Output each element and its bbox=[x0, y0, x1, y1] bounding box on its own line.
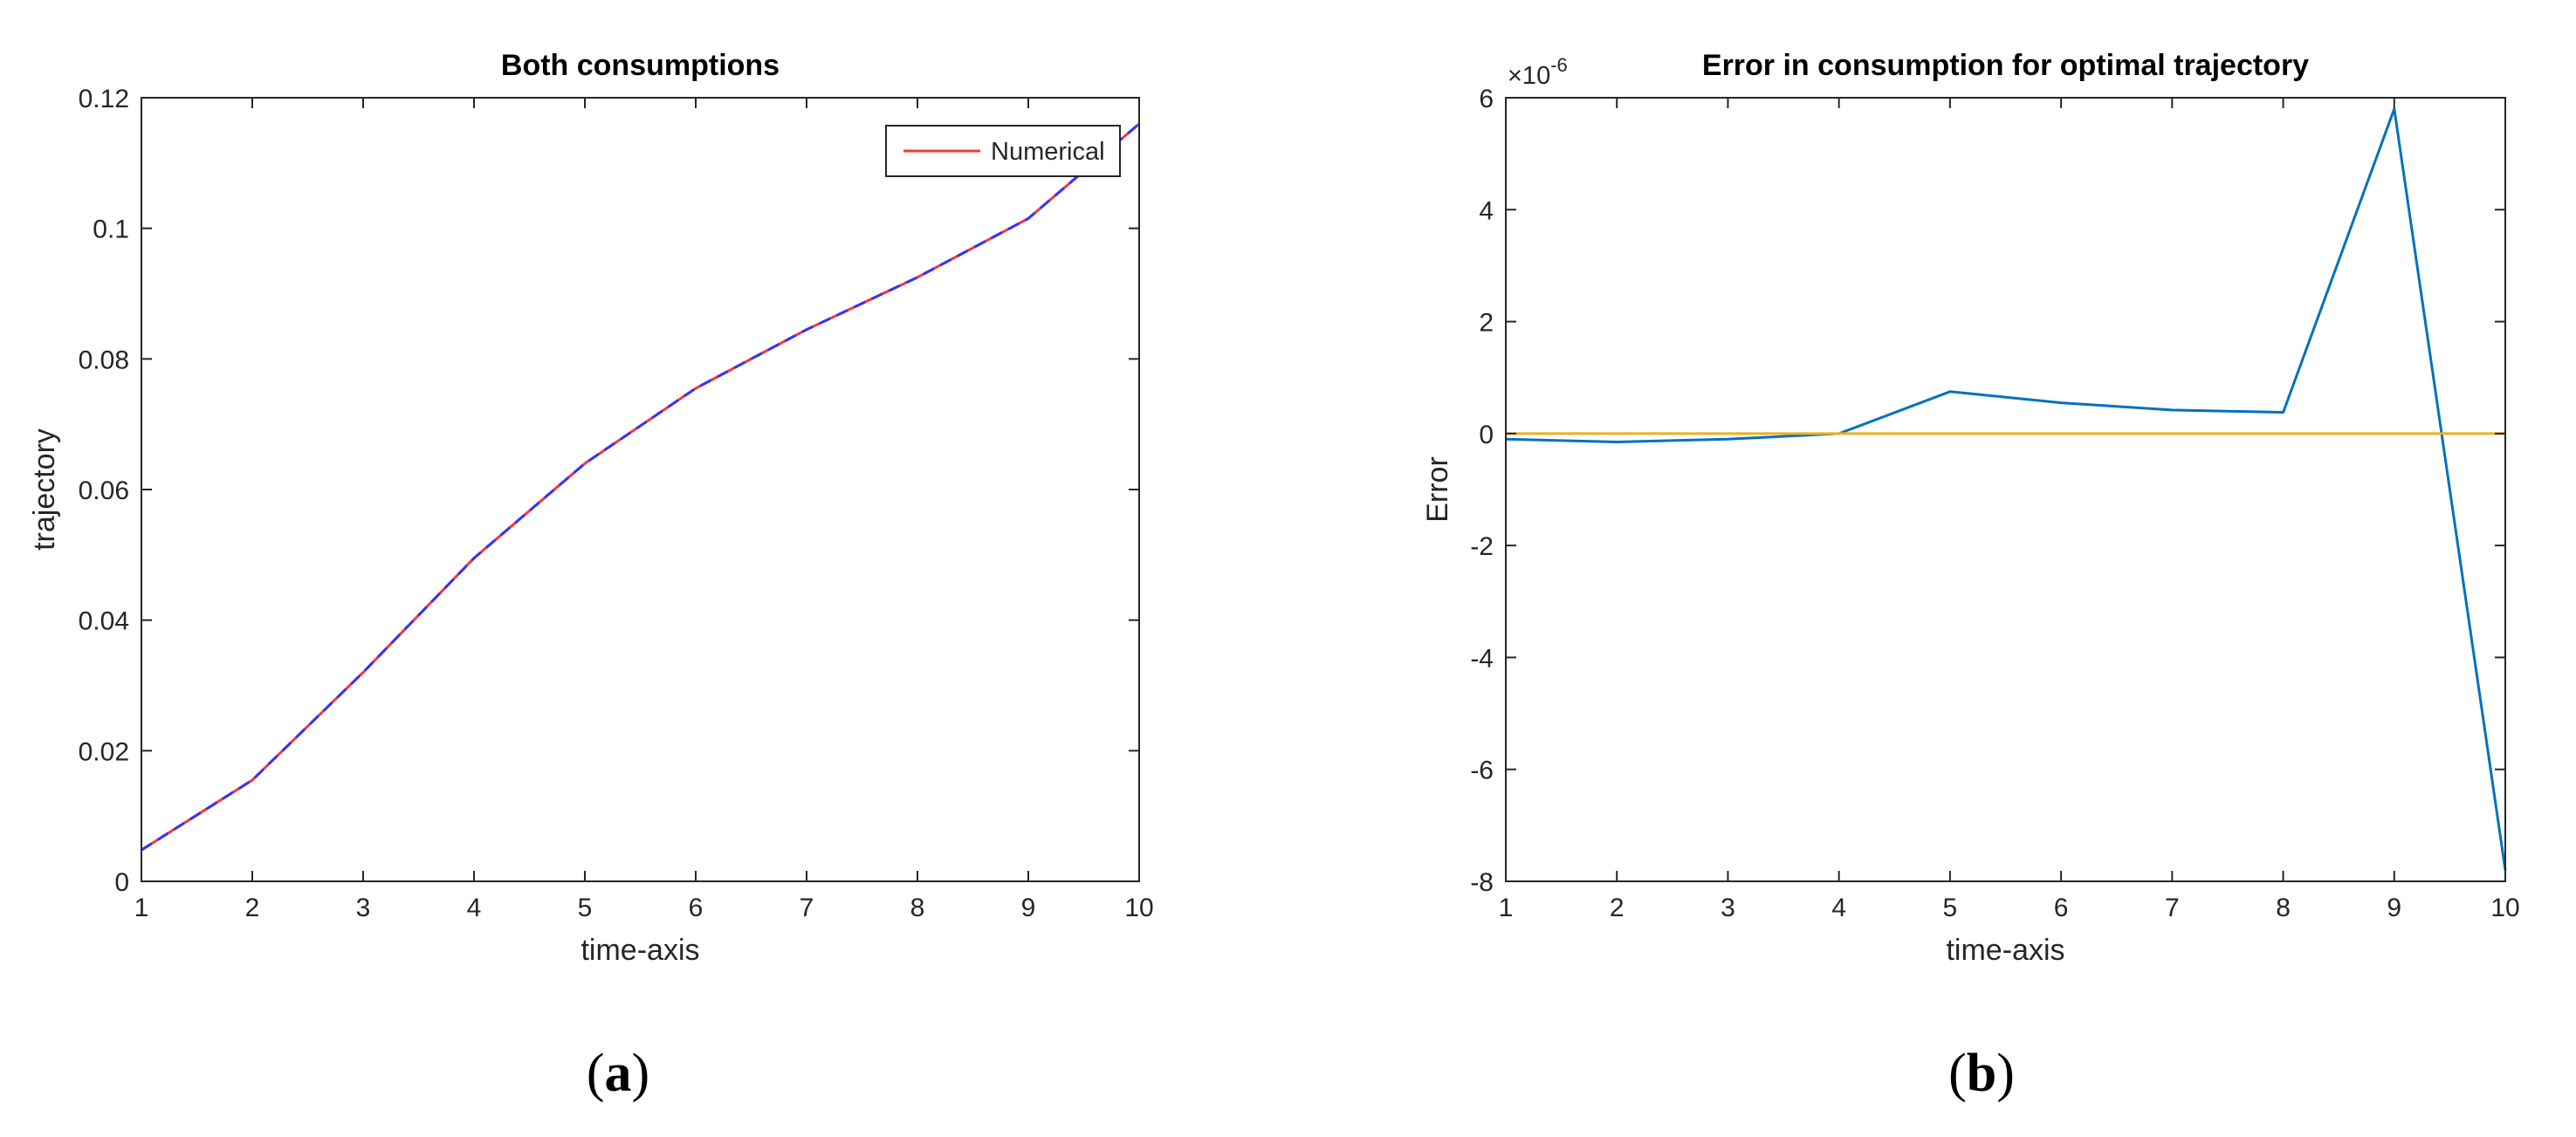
chart-a-series-line-1 bbox=[141, 122, 1140, 852]
chart-a-legend-label: Numerical bbox=[991, 138, 1105, 166]
y-tick-label: 4 bbox=[1479, 196, 1494, 225]
chart-a-y-axis-label: trajectory bbox=[28, 428, 61, 551]
chart-b-axes bbox=[1506, 98, 2505, 881]
y-tick-label: 0.06 bbox=[79, 476, 129, 505]
y-tick-label: -8 bbox=[1470, 868, 1494, 897]
y-tick-label: 6 bbox=[1479, 85, 1494, 113]
y-tick-label: -4 bbox=[1470, 644, 1494, 673]
x-tick-label: 9 bbox=[2387, 894, 2401, 922]
y-tick-label: 0.04 bbox=[79, 607, 129, 636]
chart-b-panel-letter: b bbox=[1967, 1044, 1996, 1103]
chart-a-lines bbox=[141, 122, 1140, 852]
x-tick-label: 5 bbox=[1943, 894, 1958, 922]
chart-b-y-axis-label: Error bbox=[1421, 456, 1454, 523]
x-tick-label: 8 bbox=[2276, 894, 2291, 922]
x-tick-label: 9 bbox=[1021, 894, 1036, 922]
chart-b-title: Error in consumption for optimal traject… bbox=[1702, 49, 2309, 82]
x-tick-label: 4 bbox=[1831, 894, 1846, 922]
chart-a: 1 2 3 4 5 6 7 8 9 10 0 0.02 0.04 0.06 0.08 0.1 0.12 Both… bbox=[28, 49, 1154, 1103]
x-tick-label: 10 bbox=[1124, 894, 1153, 922]
x-tick-label: 8 bbox=[910, 894, 925, 922]
y-tick-label: -6 bbox=[1470, 757, 1494, 785]
chart-a-panel-label: (a) bbox=[587, 1044, 649, 1103]
x-tick-label: 6 bbox=[2054, 894, 2069, 922]
y-tick-label: 0 bbox=[114, 868, 129, 897]
x-tick-label: 1 bbox=[1499, 894, 1514, 922]
y-tick-label: 2 bbox=[1479, 309, 1494, 338]
chart-a-panel-paren-close: ) bbox=[632, 1044, 650, 1103]
x-tick-label: 7 bbox=[2165, 894, 2180, 922]
x-tick-label: 2 bbox=[1610, 894, 1625, 922]
y-tick-label: 0 bbox=[1479, 421, 1494, 449]
x-tick-label: 1 bbox=[134, 894, 149, 922]
x-tick-label: 10 bbox=[2490, 894, 2519, 922]
chart-a-ticks: 1 2 3 4 5 6 7 8 9 10 0 0.02 0.04 0.06 0.08 0.1 0.12 bbox=[79, 85, 1154, 922]
chart-a-title: Both consumptions bbox=[501, 49, 780, 82]
chart-b-panel-label: (b) bbox=[1948, 1044, 2015, 1103]
chart-b-ticks: 1 2 3 4 5 6 7 8 9 10 -8 -6 -4 -2 0 2 4 6 bbox=[1470, 85, 2519, 922]
chart-b: 1 2 3 4 5 6 7 8 9 10 -8 -6 -4 -2 0 2 4 6 Error in consump… bbox=[1421, 49, 2520, 1103]
chart-b-lines bbox=[1505, 107, 2507, 871]
y-tick-label: 0.02 bbox=[79, 737, 129, 766]
chart-b-panel-paren-close: ) bbox=[1996, 1044, 2015, 1103]
x-tick-label: 4 bbox=[467, 894, 482, 922]
x-tick-label: 3 bbox=[356, 894, 371, 922]
x-tick-label: 5 bbox=[578, 894, 593, 922]
chart-a-legend: Numerical bbox=[885, 125, 1121, 177]
chart-a-panel-letter: a bbox=[605, 1044, 632, 1103]
y-tick-label: -2 bbox=[1470, 532, 1494, 561]
chart-b-axes-frame bbox=[1505, 97, 2506, 882]
chart-b-exponent-power: -6 bbox=[1550, 54, 1568, 76]
y-tick-label: 0.12 bbox=[79, 85, 129, 113]
x-tick-label: 2 bbox=[245, 894, 260, 922]
chart-b-y-exponent: ×10-6 bbox=[1508, 54, 1568, 90]
chart-b-series-line-0 bbox=[1505, 107, 2507, 871]
chart-a-x-axis-label: time-axis bbox=[580, 934, 699, 967]
x-tick-label: 6 bbox=[689, 894, 704, 922]
y-tick-label: 0.08 bbox=[79, 346, 129, 374]
chart-b-exponent-base: ×10 bbox=[1508, 62, 1550, 90]
x-tick-label: 7 bbox=[800, 894, 814, 922]
y-tick-label: 0.1 bbox=[93, 216, 129, 244]
chart-a-panel-paren-open: ( bbox=[587, 1044, 605, 1103]
chart-a-axes bbox=[141, 98, 1139, 881]
chart-b-panel-paren-open: ( bbox=[1948, 1044, 1967, 1103]
chart-b-x-axis-label: time-axis bbox=[1946, 934, 2064, 967]
x-tick-label: 3 bbox=[1721, 894, 1735, 922]
